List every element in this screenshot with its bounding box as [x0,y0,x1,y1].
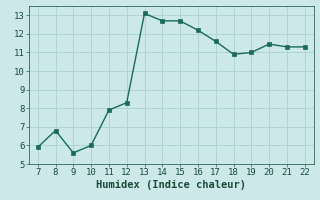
X-axis label: Humidex (Indice chaleur): Humidex (Indice chaleur) [96,180,246,190]
